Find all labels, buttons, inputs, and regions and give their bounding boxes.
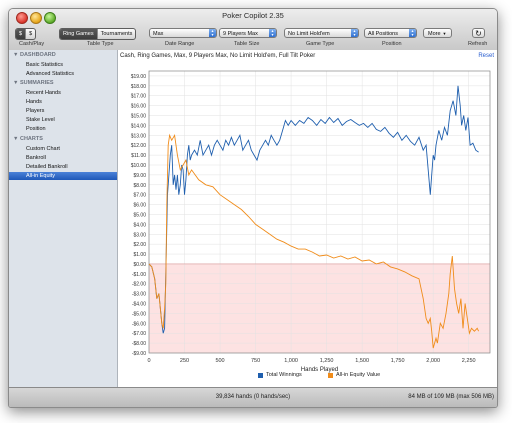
y-tick-label: $4.00 [133, 222, 146, 228]
cash-play-selector[interactable]: $ $ [15, 28, 37, 40]
refresh-label: Refresh [468, 41, 488, 47]
sidebar-item-hands[interactable]: Hands [26, 99, 42, 105]
sidebar: ▼ DASHBOARD Basic Statistics Advanced St… [9, 50, 118, 387]
y-tick-label: -$9.00 [132, 351, 146, 357]
y-tick-label: $3.00 [133, 232, 146, 238]
all-in-equity-chart: 0 250 500 750 1,000 1,250 1,500 1,750 2,000 2,250… [131, 70, 491, 373]
y-tick-label: $15.00 [131, 114, 147, 120]
sidebar-item-custom-chart[interactable]: Custom Chart [26, 146, 60, 152]
popup-arrows-icon: ▴ ▾ [269, 29, 276, 37]
sidebar-item-all-in-equity[interactable]: All-in Equity [9, 172, 117, 180]
y-tick-label: -$1.00 [132, 272, 146, 278]
sidebar-section-dashboard[interactable]: ▼ DASHBOARD [13, 52, 56, 58]
plot-frame [148, 70, 491, 354]
popup-arrows-icon: ▴ ▾ [209, 29, 216, 37]
negative-region [149, 263, 490, 353]
x-tick-label: 250 [180, 358, 189, 364]
refresh-button[interactable]: ↻ [472, 28, 485, 38]
x-tick-label: 1,500 [355, 358, 369, 364]
position-label: Position [382, 41, 402, 47]
game-type-label: Game Type [306, 41, 335, 47]
date-range-select[interactable]: Max ▴ ▾ [149, 28, 217, 38]
y-tick-label: $11.00 [131, 153, 146, 159]
y-tick-label: $6.00 [133, 203, 146, 209]
y-tick-label: -$3.00 [132, 292, 146, 298]
y-tick-label: $1.00 [133, 252, 146, 258]
table-size-select[interactable]: 9 Players Max ▴ ▾ [219, 28, 277, 38]
y-tick-label: -$6.00 [132, 321, 146, 327]
table-type-label: Table Type [87, 41, 114, 47]
y-tick-label: $14.00 [131, 123, 147, 129]
memory-usage: 84 MB of 109 MB (max 506 MB) [408, 394, 494, 400]
x-tick-label: 500 [215, 358, 224, 364]
table-type-selector[interactable]: Ring Games Tournaments [59, 28, 137, 40]
y-tick-label: $19.00 [131, 74, 147, 80]
sidebar-item-position[interactable]: Position [26, 126, 46, 132]
y-tick-label: $2.00 [133, 242, 146, 248]
y-tick-label: $10.00 [131, 163, 147, 169]
chevron-down-icon: ▼ [442, 31, 447, 36]
y-tick-label: $0.00 [133, 262, 146, 268]
x-tick-label: 1,750 [391, 358, 405, 364]
y-tick-label: $5.00 [133, 212, 146, 218]
sidebar-item-detailed-bankroll[interactable]: Detailed Bankroll [26, 164, 68, 170]
tab-tournaments[interactable]: Tournaments [100, 31, 133, 37]
app-window: Poker Copilot 2.35 $ $ Ring Games Tourna… [8, 8, 498, 408]
main-panel: Cash, Ring Games, Max, 9 Players Max, No… [118, 50, 497, 387]
x-tick-label: 2,000 [426, 358, 440, 364]
sidebar-section-charts[interactable]: ▼ CHARTS [13, 136, 43, 142]
y-tick-label: $17.00 [131, 94, 147, 100]
status-bar: 39,834 hands (0 hands/sec) 84 MB of 109 … [9, 387, 497, 407]
y-tick-label: $9.00 [133, 173, 146, 179]
y-tick-label: $13.00 [131, 133, 147, 139]
cash-button[interactable]: $ [16, 29, 27, 39]
hands-count: 39,834 hands (0 hands/sec) [215, 394, 291, 400]
x-tick-label: 2,250 [462, 358, 476, 364]
game-type-select[interactable]: No Limit Hold'em ▴ ▾ [284, 28, 359, 38]
sidebar-item-stake-level[interactable]: Stake Level [26, 117, 55, 123]
tab-ring-games[interactable]: Ring Games [60, 29, 98, 39]
legend-swatch-all-in-equity [328, 373, 333, 378]
more-button[interactable]: More ▼ [423, 28, 452, 38]
y-tick-label: -$7.00 [132, 331, 146, 337]
x-tick-label: 1,000 [284, 358, 298, 364]
reset-link[interactable]: Reset [478, 53, 494, 59]
y-tick-label: $16.00 [131, 104, 147, 110]
refresh-icon: ↻ [475, 29, 482, 38]
y-tick-label: $18.00 [131, 84, 147, 90]
legend-label-all-in-equity: All-in Equity Value [336, 372, 381, 378]
y-tick-label: -$8.00 [132, 341, 146, 347]
x-tick-label: 750 [251, 358, 260, 364]
y-tick-label: $8.00 [133, 183, 146, 189]
zoom-window-button[interactable] [44, 12, 56, 24]
date-range-label: Date Range [165, 41, 195, 47]
legend-label-total-winnings: Total Winnings [266, 372, 302, 378]
series-line-all-in-equity [148, 133, 480, 349]
x-tick-label: 0 [147, 358, 150, 364]
sidebar-item-players[interactable]: Players [26, 108, 45, 114]
position-select[interactable]: All Positions ▴ ▾ [364, 28, 417, 38]
x-axis-label: Hands Played [301, 367, 338, 373]
window-title: Poker Copilot 2.35 [222, 11, 284, 20]
x-tick-label: 1,250 [320, 358, 334, 364]
close-window-button[interactable] [16, 12, 28, 24]
y-tick-label: -$5.00 [132, 311, 146, 317]
popup-arrows-icon: ▴ ▾ [409, 29, 416, 37]
y-tick-label: -$2.00 [132, 282, 146, 288]
y-tick-label: $12.00 [131, 143, 147, 149]
y-tick-label: -$4.00 [132, 302, 146, 308]
sidebar-item-advanced-statistics[interactable]: Advanced Statistics [26, 71, 74, 77]
sidebar-section-summaries[interactable]: ▼ SUMMARIES [13, 80, 54, 86]
popup-arrows-icon: ▴ ▾ [351, 29, 358, 37]
chart-heading: Cash, Ring Games, Max, 9 Players Max, No… [120, 53, 316, 59]
sidebar-item-recent-hands[interactable]: Recent Hands [26, 90, 61, 96]
table-size-label: Table Size [234, 41, 260, 47]
cash-play-label: Cash/Play [19, 41, 45, 47]
minimize-window-button[interactable] [30, 12, 42, 24]
sidebar-item-basic-statistics[interactable]: Basic Statistics [26, 62, 63, 68]
play-money-button[interactable]: $ [29, 31, 33, 37]
sidebar-item-bankroll[interactable]: Bankroll [26, 155, 46, 161]
y-tick-label: $7.00 [133, 193, 146, 199]
legend-swatch-total-winnings [258, 373, 263, 378]
